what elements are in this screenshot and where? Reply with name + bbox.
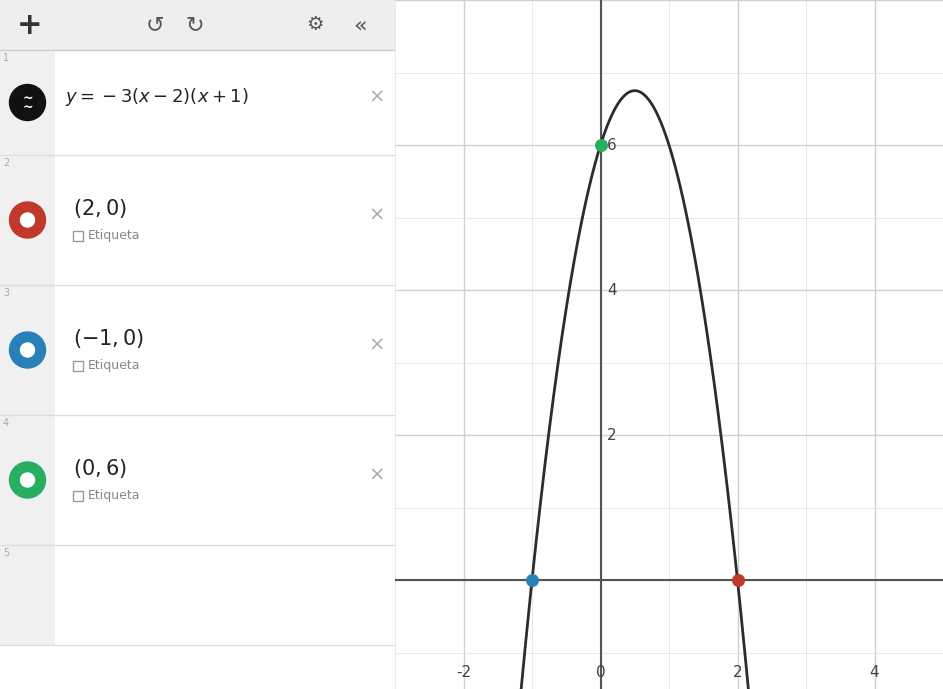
Point [730, 575, 745, 586]
Text: ×: × [369, 336, 385, 355]
Bar [0, 285, 55, 415]
Text: 4: 4 [607, 282, 617, 298]
Text: ↺: ↺ [145, 15, 164, 35]
Text: 6: 6 [607, 138, 617, 152]
Text: ↻: ↻ [186, 15, 205, 35]
Point [593, 140, 608, 151]
Text: 3: 3 [3, 288, 9, 298]
Text: 1: 1 [3, 53, 9, 63]
Text: $(0,6)$: $(0,6)$ [73, 457, 126, 480]
Text: Etiqueta: Etiqueta [88, 489, 141, 502]
Text: ×: × [369, 466, 385, 484]
Text: -2: -2 [455, 666, 472, 680]
Text: 2: 2 [607, 428, 617, 442]
Text: ×: × [369, 205, 385, 225]
Circle shape [9, 462, 45, 498]
Text: 4: 4 [3, 418, 9, 428]
Text: 4: 4 [869, 666, 879, 680]
Bar [0, 415, 55, 545]
Circle shape [21, 473, 35, 487]
Point [524, 575, 539, 586]
Bar [0, 50, 55, 155]
Text: 2: 2 [3, 158, 9, 168]
Text: ~
~: ~ ~ [23, 92, 33, 114]
Circle shape [21, 213, 35, 227]
Bar [73, 231, 83, 241]
Text: 0: 0 [596, 666, 605, 680]
Text: 5: 5 [3, 548, 9, 558]
Bar [0, 545, 55, 645]
Text: 2: 2 [733, 666, 742, 680]
Text: $y = -3(x - 2)(x + 1)$: $y = -3(x - 2)(x + 1)$ [65, 87, 249, 108]
Bar [73, 491, 83, 501]
Circle shape [9, 85, 45, 121]
Circle shape [21, 343, 35, 357]
Text: +: + [17, 10, 42, 39]
Bar [0, 155, 55, 285]
Bar [0, 0, 395, 50]
Circle shape [9, 332, 45, 368]
Text: Etiqueta: Etiqueta [88, 360, 141, 373]
Text: «: « [354, 15, 367, 35]
Text: $(2,0)$: $(2,0)$ [73, 196, 126, 220]
Text: Etiqueta: Etiqueta [88, 229, 141, 243]
Text: ⚙: ⚙ [306, 15, 323, 34]
Bar [73, 361, 83, 371]
Text: ×: × [369, 88, 385, 107]
Text: $(-1,0)$: $(-1,0)$ [73, 327, 144, 349]
Circle shape [9, 202, 45, 238]
